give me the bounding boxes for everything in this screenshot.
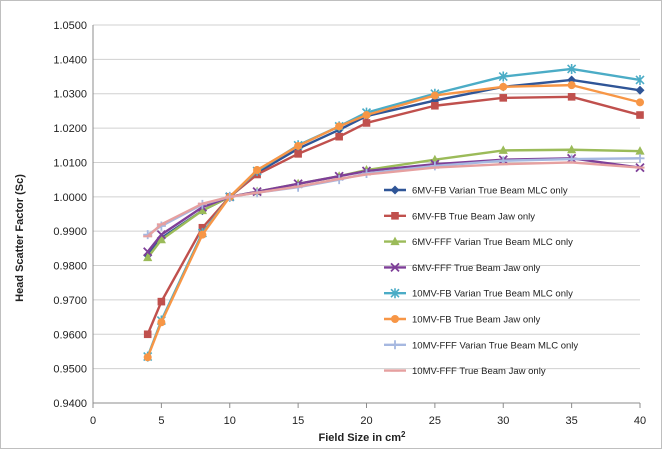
data-point [294,141,303,150]
y-tick-label: 1.0000 [53,192,87,204]
legend-item: 6MV-FB True Beam Jaw only [384,211,535,222]
x-tick-label: 20 [360,415,372,427]
series-line [146,161,641,238]
legend-label: 10MV-FB True Beam Jaw only [412,315,541,326]
data-point [430,161,440,171]
x-axis-title: Field Size in cm2 [319,430,407,444]
data-point [156,229,167,240]
legend: 6MV-FB Varian True Beam MLC only 6MV-FB T… [384,185,578,377]
series-8 [143,161,645,238]
legend-item: 10MV-FB Varian True Beam MLC only [384,288,573,300]
data-point [636,111,644,119]
legend-swatch-marker [390,288,400,299]
y-tick-label: 1.0300 [53,89,87,101]
data-point [143,252,153,262]
data-point [362,119,371,127]
data-point [567,63,577,74]
data-point [635,153,645,163]
data-point [335,122,344,131]
legend-label: 10MV-FFF True Beam Jaw only [412,366,546,377]
data-point [635,146,645,155]
data-point [567,93,576,101]
x-tick-label: 30 [497,415,509,427]
gridlines [93,24,640,404]
data-point [294,150,302,158]
y-tick-label: 0.9500 [53,364,87,376]
data-point [362,111,371,120]
legend-label: 10MV-FFF Varian True Beam MLC only [412,340,578,351]
data-point [498,71,508,82]
x-axis-title-superscript: 2 [401,430,406,439]
data-point [197,205,207,215]
y-tick-label: 0.9900 [53,226,87,238]
y-tick-label: 0.9700 [53,295,87,307]
y-tick-label: 1.0500 [53,20,87,32]
data-point [499,94,508,102]
data-point [567,144,577,154]
x-axis-title-text: Field Size in cm [319,432,402,444]
data-point [430,91,439,100]
data-point [198,230,207,239]
y-tick-label: 0.9800 [53,261,87,273]
series-group [143,63,645,362]
series-line [146,83,641,358]
data-point [567,81,576,90]
y-tick-label: 1.0400 [53,54,87,66]
y-axis-title: Head Scatter Factor (Sc) [14,174,26,302]
axes: 0.9400 0.9500 0.9600 0.9700 0.9800 0.9900 1.00… [53,20,646,427]
legend-swatch-marker [390,262,400,273]
legend-item: 10MV-FFF Varian True Beam MLC only [384,340,578,351]
legend-item: 6MV-FFF Varian True Beam MLC only [384,236,573,248]
data-point [157,318,166,327]
legend-label: 6MV-FB True Beam Jaw only [412,211,535,222]
x-tick-label: 35 [566,415,578,427]
data-point [253,166,262,175]
legend-item: 6MV-FB Varian True Beam MLC only [384,185,568,197]
x-tick-label: 40 [634,415,646,427]
data-point [156,234,166,244]
legend-item: 6MV-FFF True Beam Jaw only [384,262,541,274]
series-line [146,95,641,335]
legend-swatch-marker [390,236,400,246]
y-tick-label: 1.0100 [53,157,87,169]
legend-swatch-marker [391,315,399,323]
legend-label: 6MV-FFF True Beam Jaw only [412,263,541,274]
data-point [431,101,439,110]
data-point [157,297,166,306]
data-point [635,74,645,85]
x-tick-label: 10 [224,415,236,427]
x-tick-label: 25 [429,415,441,427]
data-point [636,98,644,107]
data-point [143,353,152,362]
data-point [143,247,153,257]
series-6 [143,81,644,362]
legend-swatch-marker [390,185,400,195]
x-tick-label: 15 [292,415,304,427]
legend-swatch-marker [391,212,399,220]
data-point [335,132,343,141]
data-point [635,85,645,95]
data-point [498,145,508,154]
legend-item: 10MV-FB True Beam Jaw only [384,315,541,326]
y-tick-label: 0.9600 [53,329,87,341]
x-tick-label: 5 [158,415,164,427]
legend-label: 10MV-FB Varian True Beam MLC only [412,289,573,300]
legend-swatch-marker [390,340,400,350]
data-point [499,82,508,91]
legend-label: 6MV-FB Varian True Beam MLC only [412,186,568,197]
y-tick-label: 1.0200 [53,123,87,135]
legend-item: 10MV-FFF True Beam Jaw only [384,366,546,377]
data-point [143,330,152,339]
x-tick-label: 0 [90,415,96,427]
y-tick-label: 0.9400 [53,398,87,410]
data-point [198,223,207,232]
legend-label: 6MV-FFF Varian True Beam MLC only [412,237,573,248]
